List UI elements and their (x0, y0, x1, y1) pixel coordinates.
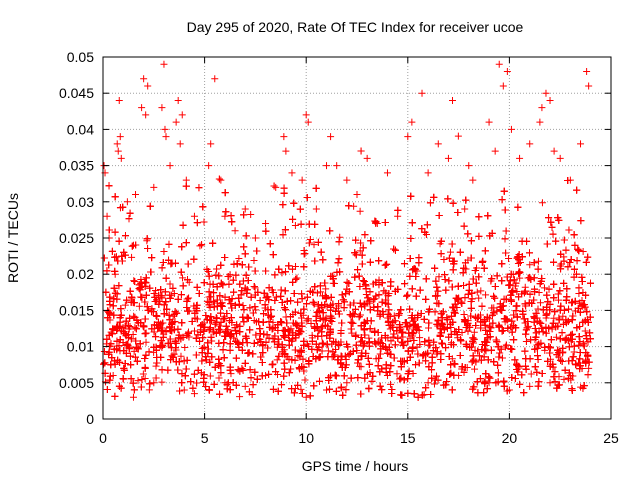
data-point (131, 324, 139, 332)
data-point (393, 370, 401, 378)
data-point (130, 347, 138, 355)
data-point (452, 309, 460, 317)
data-point (308, 331, 316, 339)
data-point (181, 344, 189, 352)
data-point (301, 376, 309, 384)
data-point (536, 299, 544, 307)
data-point (166, 280, 174, 288)
data-point (152, 362, 160, 370)
chart-title: Day 295 of 2020, Rate Of TEC Index for r… (187, 19, 524, 35)
data-point (317, 288, 325, 296)
data-point (554, 296, 562, 304)
data-point (559, 312, 567, 320)
data-point (527, 370, 535, 378)
data-point (447, 324, 455, 332)
data-point (322, 285, 330, 293)
data-point (482, 291, 490, 299)
data-point (206, 372, 214, 380)
data-point (134, 377, 142, 385)
data-point (579, 247, 587, 255)
data-point (121, 301, 129, 309)
data-point (130, 312, 138, 320)
data-point (128, 253, 136, 261)
data-point (235, 255, 243, 263)
data-point (581, 327, 589, 335)
data-point (435, 273, 443, 281)
data-point (473, 288, 481, 296)
data-point (356, 207, 364, 215)
data-point (454, 132, 462, 140)
data-point (145, 386, 153, 394)
data-point (570, 348, 578, 356)
data-point (534, 257, 542, 265)
data-point (251, 284, 259, 292)
data-point (203, 297, 211, 305)
data-point (560, 375, 568, 383)
data-point (552, 333, 560, 341)
data-point (356, 247, 364, 255)
data-point (196, 242, 204, 250)
data-point (273, 356, 281, 364)
data-point (177, 352, 185, 360)
data-points (100, 60, 594, 401)
data-point (387, 380, 395, 388)
data-point (356, 362, 364, 370)
data-point (471, 365, 479, 373)
data-point (297, 385, 305, 393)
data-point (526, 261, 534, 269)
data-point (291, 221, 299, 229)
data-point (475, 294, 483, 302)
data-point (236, 393, 244, 401)
data-point (477, 287, 485, 295)
data-point (446, 248, 454, 256)
data-point (535, 289, 543, 297)
data-point (200, 218, 208, 226)
data-point (130, 277, 138, 285)
data-point (470, 328, 478, 336)
data-point (158, 378, 166, 386)
data-point (247, 210, 255, 218)
data-point (135, 302, 143, 310)
data-point (540, 284, 548, 292)
data-point (538, 199, 546, 207)
data-point (310, 241, 318, 249)
data-point (139, 370, 147, 378)
data-point (416, 334, 424, 342)
data-point (269, 318, 277, 326)
data-point (336, 233, 344, 241)
data-point (142, 338, 150, 346)
data-point (170, 290, 178, 298)
data-point (141, 375, 149, 383)
data-point (227, 370, 235, 378)
data-point (324, 347, 332, 355)
data-point (179, 274, 187, 282)
